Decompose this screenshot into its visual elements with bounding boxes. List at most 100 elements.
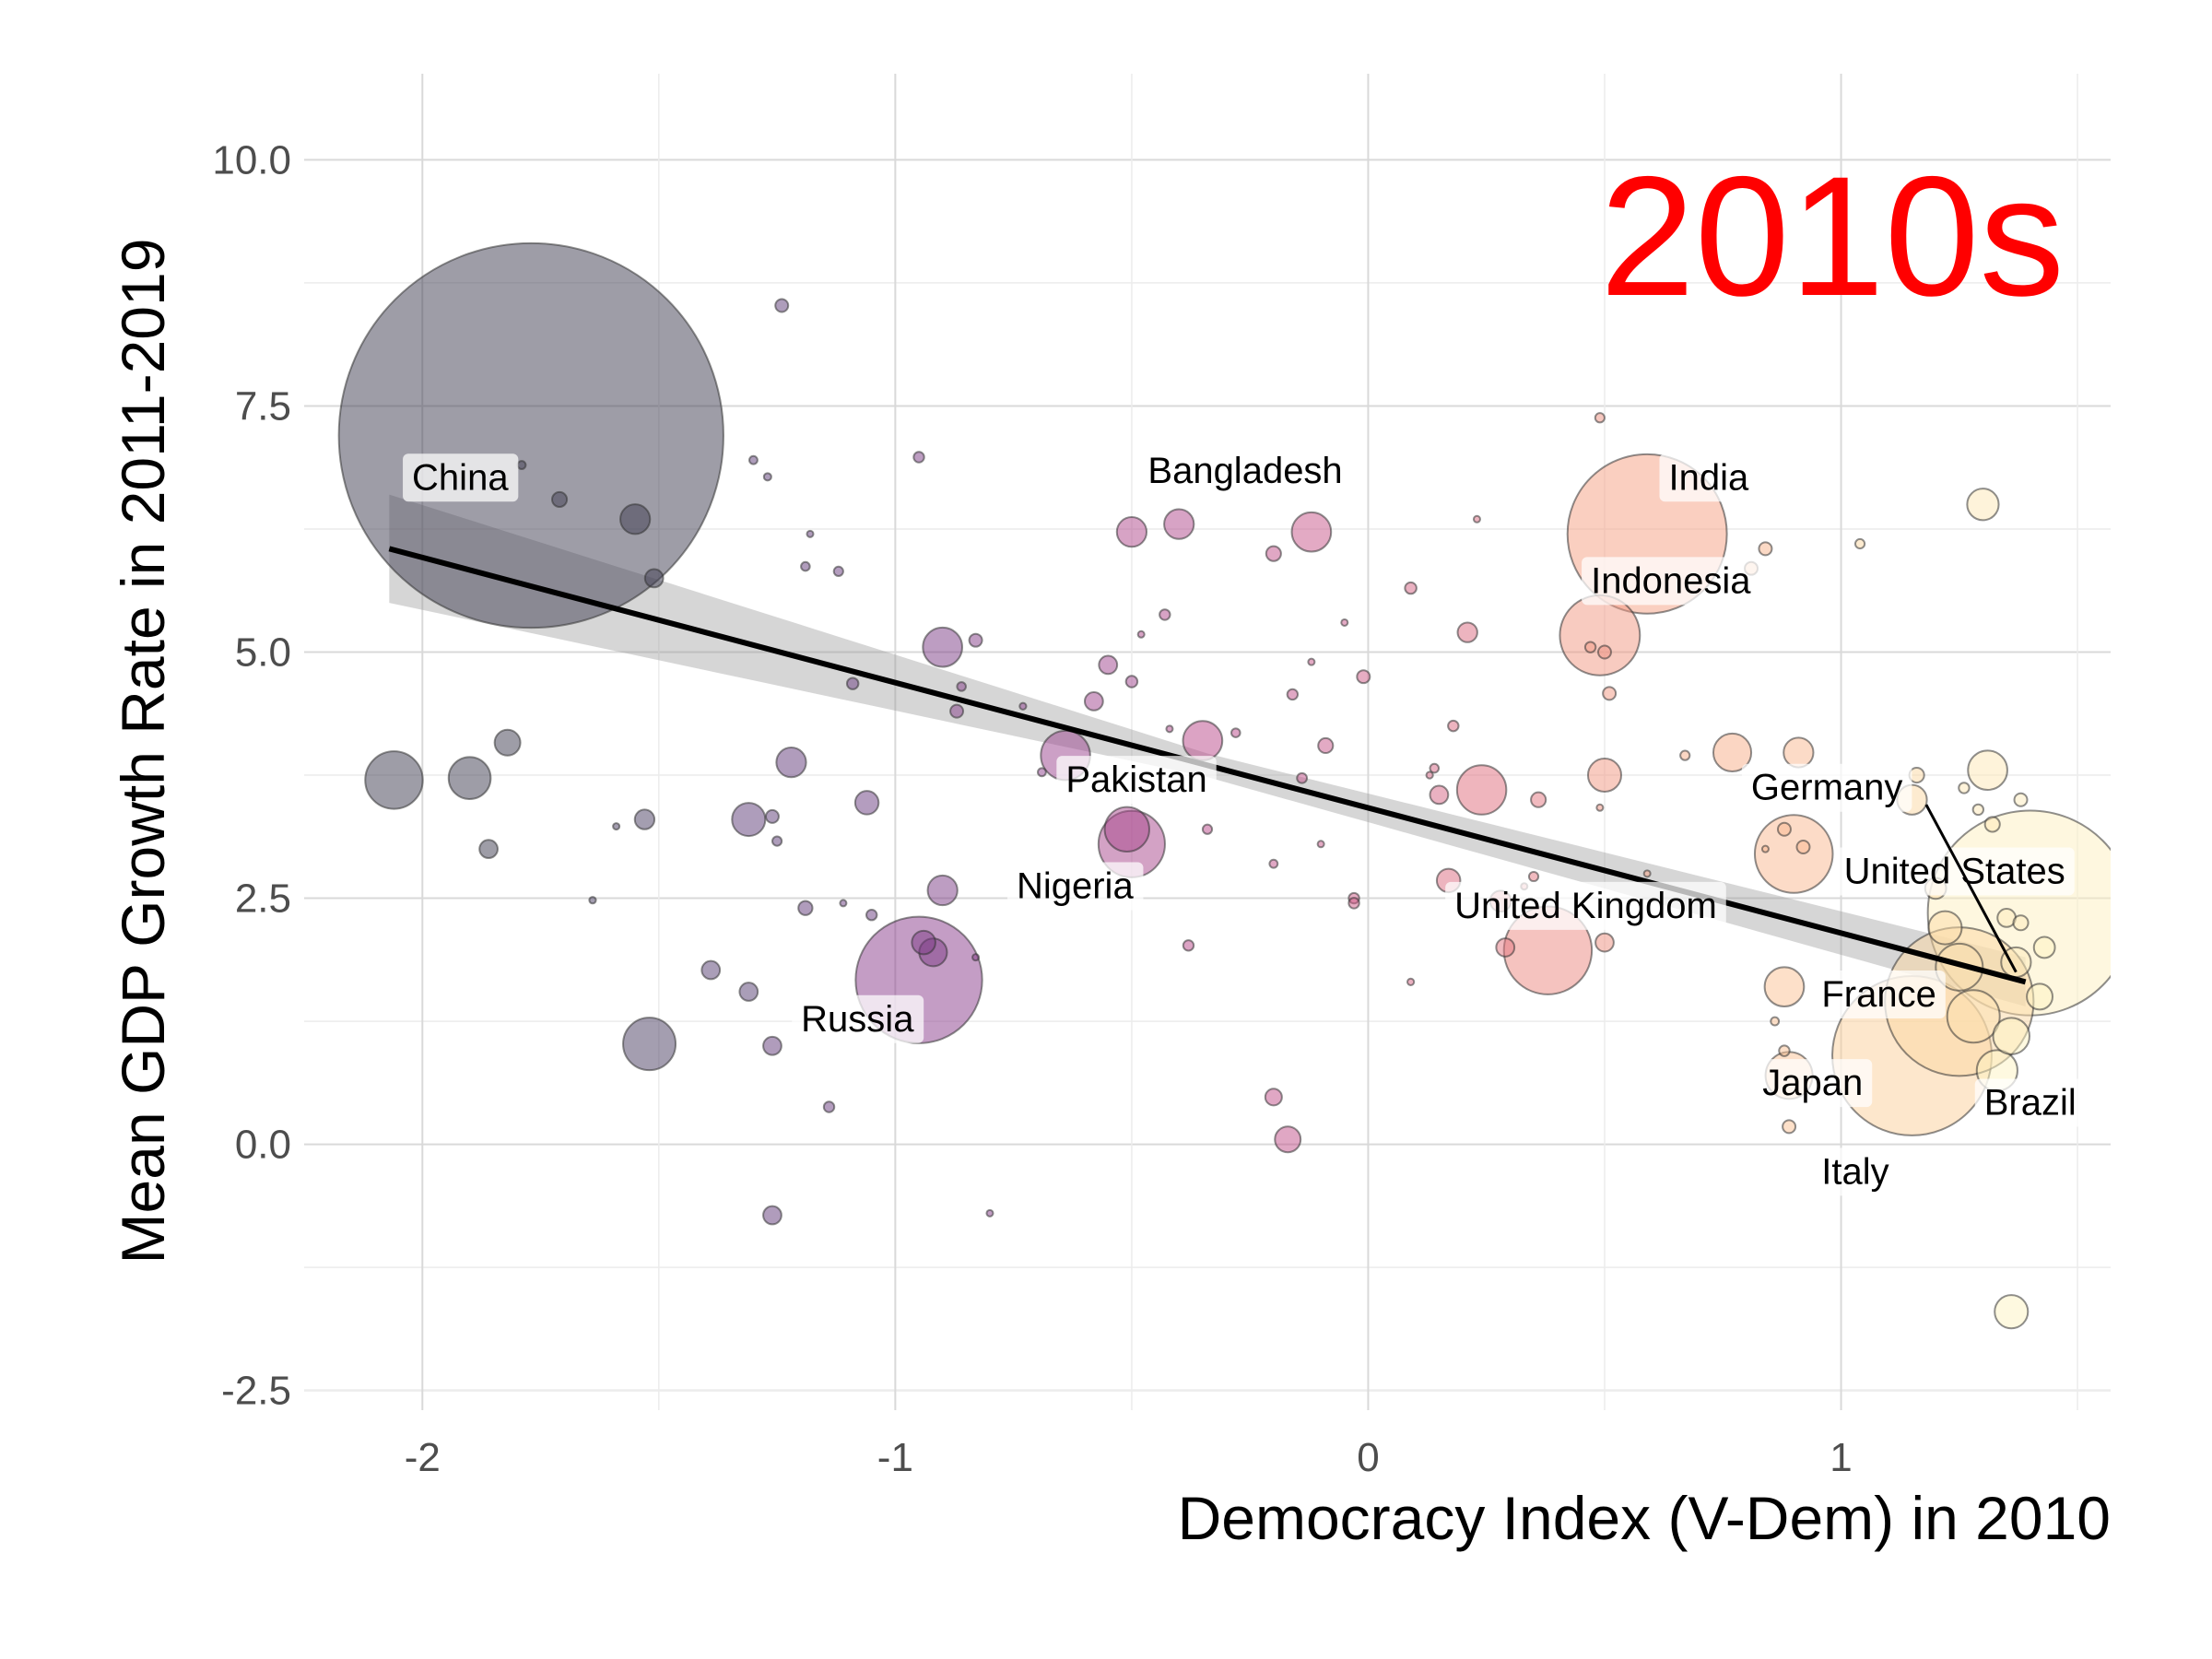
data-point [612, 822, 621, 831]
country-labels: China Bangladesh India Indonesia Pakistan Ger… [403, 446, 2086, 1196]
data-point [806, 529, 815, 538]
data-point [1853, 537, 1866, 550]
data-point [1763, 966, 1806, 1008]
label-united-kingdom: United Kingdom [1445, 881, 1726, 930]
country-label-text: Japan [1762, 1063, 1863, 1103]
data-point [949, 703, 965, 719]
label-background [1445, 881, 1726, 930]
label-background [1812, 1147, 1899, 1196]
data-point [1347, 897, 1360, 910]
data-point [633, 808, 656, 830]
data-point [588, 896, 597, 905]
axis-ticks: -2.5 0.0 2.5 5.0 7.5 10.0 -2 -1 0 1 [212, 137, 1852, 1480]
confidence-band-area [389, 494, 2026, 1007]
data-point [447, 756, 492, 801]
data-point [1317, 736, 1335, 755]
x-tick-label: -2 [405, 1435, 441, 1480]
data-point [700, 959, 722, 981]
label-background [1741, 763, 1912, 812]
country-label-text: Bangladesh [1147, 451, 1342, 491]
data-point [1182, 720, 1224, 761]
data-point [1429, 762, 1441, 774]
data-point [1274, 1125, 1302, 1154]
country-label-text: Indonesia [1591, 560, 1751, 601]
label-bangladesh: Bangladesh [1138, 446, 1352, 495]
label-background [1056, 756, 1217, 805]
data-point [800, 560, 811, 572]
label-russia: Russia [792, 994, 924, 1043]
data-point [1124, 675, 1139, 688]
data-point [619, 503, 652, 535]
data-point [985, 1208, 994, 1218]
data-point [1776, 821, 1792, 837]
point-china [337, 241, 724, 629]
data-point [764, 808, 780, 824]
data-point [1782, 1119, 1797, 1135]
x-tick-label: 0 [1357, 1435, 1379, 1480]
data-point [1159, 608, 1171, 621]
label-background [792, 994, 924, 1043]
data-point [1098, 654, 1119, 676]
data-point [516, 460, 527, 470]
data-point [762, 472, 772, 482]
x-tick-label: -1 [877, 1435, 913, 1480]
data-point [551, 490, 569, 508]
data-point [1594, 412, 1606, 424]
label-background [1138, 446, 1352, 495]
data-point [1182, 939, 1195, 952]
data-point [1527, 870, 1540, 883]
data-point [364, 750, 424, 810]
data-point [1495, 937, 1516, 958]
data-point [622, 1017, 677, 1072]
data-point [1679, 749, 1691, 761]
point-germany [1753, 814, 1834, 894]
country-label-text: Italy [1821, 1151, 1888, 1192]
data-point [1712, 732, 1753, 773]
label-germany: Germany [1741, 763, 1912, 812]
data-point [2012, 914, 2030, 932]
country-label-text: France [1821, 974, 1936, 1015]
label-italy: Italy [1812, 1147, 1899, 1196]
data-point [1994, 1294, 2030, 1330]
data-point [845, 677, 860, 690]
label-background [403, 453, 519, 502]
data-point [738, 982, 759, 1002]
data-point [1165, 724, 1174, 734]
x-axis-title: Democracy Index (V-Dem) in 2010 [1178, 1484, 2111, 1552]
data-point [762, 1035, 782, 1056]
data-point [1265, 545, 1282, 562]
data-point [1958, 782, 1971, 794]
data-point [1455, 764, 1508, 816]
data-point [762, 1205, 782, 1226]
label-connector [1924, 804, 2018, 973]
data-point [832, 565, 844, 578]
data-point [1286, 688, 1300, 701]
data-point [1296, 771, 1309, 784]
country-label-text: Germany [1751, 768, 1903, 808]
country-label-text: China [412, 457, 509, 498]
country-label-text: Russia [801, 999, 914, 1040]
data-point [771, 835, 783, 847]
label-china: China [403, 453, 519, 502]
data-point [1406, 977, 1416, 986]
data-point [822, 1100, 836, 1113]
data-point [1595, 803, 1605, 812]
label-united-states: United States [1834, 847, 2075, 896]
data-point [1795, 840, 1811, 854]
data-point [1946, 989, 2001, 1044]
data-point [1447, 719, 1460, 733]
data-point [643, 568, 665, 589]
y-tick-label: 0.0 [235, 1123, 291, 1168]
data-point [797, 900, 814, 916]
data-point [1083, 691, 1104, 712]
label-brazil: Brazil [1974, 1078, 2086, 1127]
label-background [1834, 847, 2075, 896]
country-label-text: United Kingdom [1454, 886, 1717, 926]
data-point [1971, 803, 1985, 817]
data-point [1594, 932, 1615, 953]
label-india: India [1659, 453, 1759, 502]
label-indonesia: Indonesia [1582, 557, 1761, 606]
label-pakistan: Pakistan [1056, 756, 1217, 805]
data-point [493, 728, 522, 757]
data-point [1597, 644, 1612, 660]
